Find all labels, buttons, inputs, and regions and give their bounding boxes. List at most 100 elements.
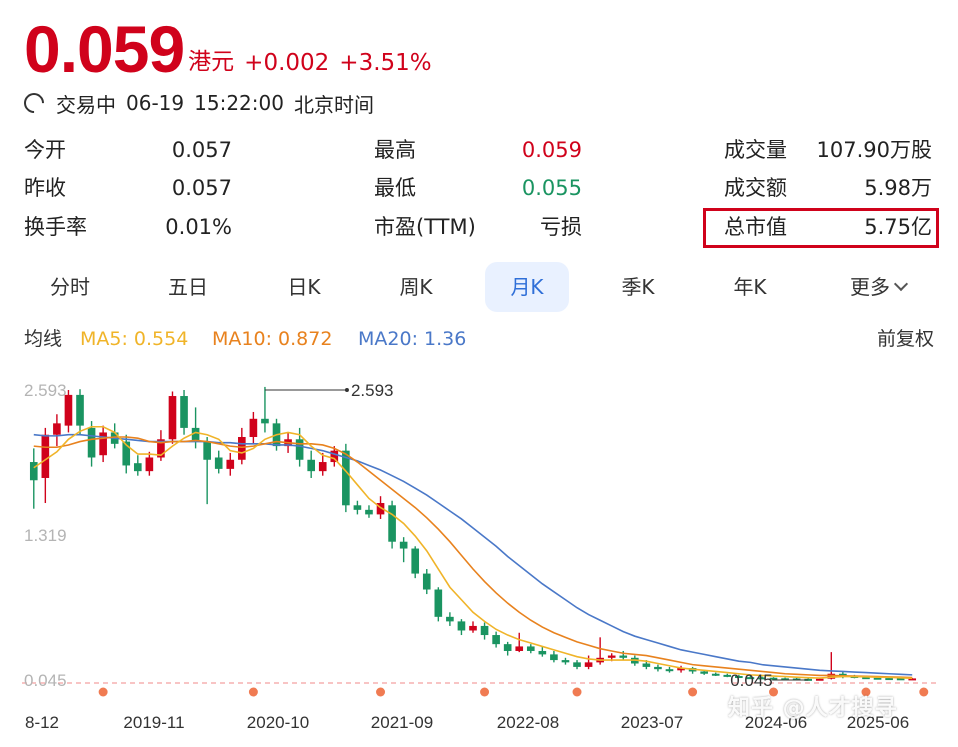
candle-body: [76, 394, 84, 426]
stat-low: 最低 0.055: [374, 170, 582, 206]
candle-body: [376, 503, 385, 515]
ma-legend: 均线 MA5: 0.554 MA10: 0.872 MA20: 1.36 前复权: [24, 324, 934, 354]
candle-body: [746, 677, 755, 680]
candle-body: [249, 418, 258, 438]
stat-value: 0.01%: [165, 215, 232, 239]
stat-label: 今开: [24, 138, 66, 162]
candle-body: [226, 459, 235, 469]
candle-body: [815, 678, 824, 681]
event-dot: [688, 687, 698, 697]
status-text: 交易中: [56, 92, 116, 117]
candle-body: [654, 666, 662, 670]
tab-daily-k[interactable]: 日K: [287, 275, 321, 299]
event-dot: [376, 687, 386, 697]
period-tabs: 分时 五日 日K 周K 月K 季K 年K 更多: [0, 262, 958, 312]
tab-intraday[interactable]: 分时: [50, 275, 90, 299]
stat-label: 成交量: [724, 138, 787, 162]
candle-body: [133, 463, 142, 472]
stat-prev-close: 昨收 0.057: [24, 170, 232, 206]
event-dot: [248, 687, 258, 697]
candle-body: [411, 548, 420, 574]
ma20-line: [33, 433, 913, 676]
candle-body: [550, 654, 558, 661]
tab-five-day[interactable]: 五日: [168, 275, 208, 299]
candle-body: [677, 668, 685, 671]
ma10-value: MA10: 0.872: [212, 328, 333, 350]
candle-body: [642, 663, 651, 667]
status-timezone: 北京时间: [293, 92, 374, 117]
market-cap-highlight-box: [703, 208, 939, 248]
candle-body: [607, 655, 616, 658]
adjust-mode-button[interactable]: 前复权: [876, 328, 934, 350]
candle-body: [700, 671, 708, 674]
min-price-label: 0.045: [730, 671, 773, 690]
candle-body: [619, 655, 628, 658]
event-dot: [98, 687, 108, 697]
stat-volume: 成交量 107.90万股: [724, 132, 932, 168]
stat-turnover: 换手率 0.01%: [24, 209, 232, 245]
ma10-line: [33, 436, 913, 679]
stat-value: 107.90万股: [816, 138, 932, 162]
tab-quarterly-k[interactable]: 季K: [621, 275, 655, 299]
ma5-line: [33, 425, 913, 680]
stat-value: 0.057: [171, 176, 232, 200]
candle-body: [261, 418, 269, 424]
x-tick-label: 2020-10: [247, 713, 309, 732]
stat-label: 最高: [374, 138, 416, 162]
candle-body: [203, 441, 211, 460]
watermark-text: 知乎 @人才搜寻: [728, 696, 898, 721]
candle-body: [711, 673, 720, 676]
clock-icon: [19, 88, 49, 118]
stat-label: 总市值: [724, 215, 787, 239]
candle-body: [365, 509, 373, 515]
ma20-value: MA20: 1.36: [358, 328, 467, 350]
x-tick-label: 2023-07: [621, 713, 683, 732]
stat-label: 昨收: [24, 176, 66, 200]
candle-body: [168, 396, 177, 440]
candle-body: [87, 427, 96, 458]
candle-body: [503, 644, 512, 651]
candle-body: [446, 616, 454, 622]
tab-yearly-k[interactable]: 年K: [733, 275, 767, 299]
candle-body: [735, 676, 743, 679]
x-tick-label: 2025-06: [847, 713, 909, 732]
candle-body: [873, 677, 882, 680]
price-change-pct: +3.51%: [339, 50, 432, 76]
candle-body: [665, 669, 674, 672]
stat-label: 换手率: [24, 215, 87, 239]
candle-body: [839, 673, 847, 677]
y-tick-label: 0.045: [24, 671, 67, 690]
stat-value: 5.75亿: [864, 215, 932, 239]
event-dot: [480, 687, 490, 697]
tab-more-label: 更多: [850, 275, 890, 299]
tab-more[interactable]: 更多: [828, 262, 928, 312]
candle-body: [584, 662, 593, 667]
candle-body: [29, 462, 38, 481]
candlestick-chart[interactable]: 2.593 1.319 0.045 2.593 0.045 8-12 2019-11 2020…: [0, 360, 958, 747]
stat-value: 0.055: [521, 176, 582, 200]
candle-body: [180, 396, 188, 428]
x-tick-label: 2022-08: [497, 713, 559, 732]
candle-body: [769, 677, 778, 680]
max-marker-dot: [344, 388, 349, 392]
candle-body: [157, 439, 165, 458]
ma5-value: MA5: 0.554: [80, 328, 189, 350]
x-tick-label: 8-12: [25, 713, 59, 732]
candle-body: [758, 677, 766, 680]
y-tick-label: 1.319: [24, 526, 67, 545]
candle-body: [561, 660, 570, 663]
tab-monthly-k[interactable]: 月K: [485, 262, 569, 312]
tab-weekly-k[interactable]: 周K: [399, 275, 433, 299]
candle-body: [191, 427, 200, 442]
max-price-label: 2.593: [351, 381, 394, 400]
candle-body: [526, 646, 535, 651]
stat-open: 今开 0.057: [24, 132, 232, 168]
candle-body: [723, 674, 732, 677]
candle-body: [353, 505, 362, 510]
stat-value: 5.98万: [864, 176, 932, 200]
candle-body: [573, 662, 581, 667]
stat-value: 亏损: [540, 215, 582, 239]
stat-label: 成交额: [724, 176, 787, 200]
candle-body: [480, 625, 489, 636]
last-price: 0.059: [24, 12, 185, 86]
